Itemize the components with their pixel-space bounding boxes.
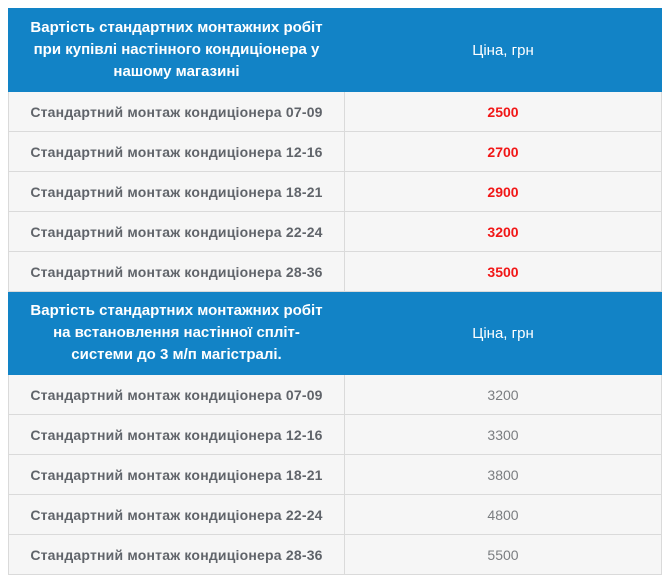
section-header-row: Вартість стандартних монтажних робіт при… bbox=[8, 8, 662, 92]
price-section-with-purchase: Вартість стандартних монтажних робіт при… bbox=[8, 8, 662, 292]
price-value: 3200 bbox=[344, 374, 662, 415]
service-label: Стандартний монтаж кондиціонера 12-16 bbox=[8, 414, 345, 455]
table-row: Стандартний монтаж кондиціонера 22-24 32… bbox=[8, 211, 662, 252]
price-value: 3800 bbox=[344, 454, 662, 495]
table-row: Стандартний монтаж кондиціонера 28-36 55… bbox=[8, 534, 662, 575]
service-label: Стандартний монтаж кондиціонера 07-09 bbox=[8, 374, 345, 415]
service-label: Стандартний монтаж кондиціонера 12-16 bbox=[8, 131, 345, 172]
installation-price-table: Вартість стандартних монтажних робіт при… bbox=[8, 8, 662, 575]
price-section-split-system: Вартість стандартних монтажних робіт на … bbox=[8, 291, 662, 575]
table-row: Стандартний монтаж кондиціонера 12-16 33… bbox=[8, 414, 662, 455]
service-label: Стандартний монтаж кондиціонера 18-21 bbox=[8, 454, 345, 495]
table-row: Стандартний монтаж кондиціонера 18-21 29… bbox=[8, 171, 662, 212]
service-label: Стандартний монтаж кондиціонера 28-36 bbox=[8, 534, 345, 575]
price-value: 5500 bbox=[344, 534, 662, 575]
service-label: Стандартний монтаж кондиціонера 22-24 bbox=[8, 494, 345, 535]
section-header-price-label: Ціна, грн bbox=[344, 291, 662, 375]
price-value: 3500 bbox=[344, 251, 662, 292]
service-label: Стандартний монтаж кондиціонера 28-36 bbox=[8, 251, 345, 292]
section-header-row: Вартість стандартних монтажних робіт на … bbox=[8, 291, 662, 375]
table-row: Стандартний монтаж кондиціонера 18-21 38… bbox=[8, 454, 662, 495]
table-row: Стандартний монтаж кондиціонера 22-24 48… bbox=[8, 494, 662, 535]
section-header-title: Вартість стандартних монтажних робіт на … bbox=[8, 291, 345, 375]
table-row: Стандартний монтаж кондиціонера 07-09 32… bbox=[8, 374, 662, 415]
price-value: 2900 bbox=[344, 171, 662, 212]
table-row: Стандартний монтаж кондиціонера 07-09 25… bbox=[8, 91, 662, 132]
price-value: 3200 bbox=[344, 211, 662, 252]
price-value: 4800 bbox=[344, 494, 662, 535]
section-header-title: Вартість стандартних монтажних робіт при… bbox=[8, 8, 345, 92]
service-label: Стандартний монтаж кондиціонера 07-09 bbox=[8, 91, 345, 132]
price-value: 2700 bbox=[344, 131, 662, 172]
table-row: Стандартний монтаж кондиціонера 28-36 35… bbox=[8, 251, 662, 292]
price-value: 2500 bbox=[344, 91, 662, 132]
price-value: 3300 bbox=[344, 414, 662, 455]
table-row: Стандартний монтаж кондиціонера 12-16 27… bbox=[8, 131, 662, 172]
service-label: Стандартний монтаж кондиціонера 18-21 bbox=[8, 171, 345, 212]
section-header-price-label: Ціна, грн bbox=[344, 8, 662, 92]
service-label: Стандартний монтаж кондиціонера 22-24 bbox=[8, 211, 345, 252]
